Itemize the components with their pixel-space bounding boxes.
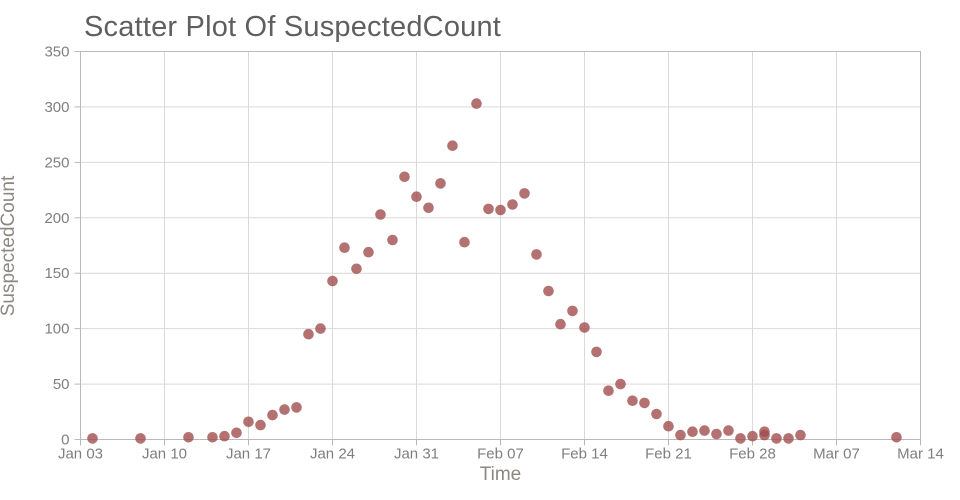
y-tick-label: 100 bbox=[44, 321, 69, 338]
x-tick-label: Feb 14 bbox=[561, 446, 608, 463]
data-point[interactable] bbox=[783, 433, 794, 444]
data-point[interactable] bbox=[579, 322, 590, 333]
data-point[interactable] bbox=[339, 242, 350, 253]
data-point[interactable] bbox=[519, 188, 530, 199]
data-point[interactable] bbox=[723, 425, 734, 436]
x-tick-label: Jan 10 bbox=[142, 446, 187, 463]
data-point[interactable] bbox=[651, 408, 662, 420]
data-point[interactable] bbox=[747, 430, 758, 442]
data-point[interactable] bbox=[531, 249, 542, 260]
data-point[interactable] bbox=[663, 420, 674, 432]
data-point[interactable] bbox=[471, 98, 482, 109]
data-point[interactable] bbox=[135, 433, 146, 444]
y-tick-label: 0 bbox=[61, 432, 69, 449]
data-point[interactable] bbox=[87, 433, 98, 444]
data-point[interactable] bbox=[243, 416, 254, 428]
data-point[interactable] bbox=[771, 433, 782, 444]
data-point[interactable] bbox=[279, 404, 290, 415]
y-tick-label: 50 bbox=[53, 376, 70, 393]
data-point[interactable] bbox=[507, 199, 518, 210]
data-point[interactable] bbox=[183, 432, 194, 443]
x-tick-label: Feb 28 bbox=[729, 446, 776, 463]
y-tick-label: 200 bbox=[44, 210, 69, 227]
x-tick-label: Mar 14 bbox=[897, 446, 944, 463]
data-point[interactable] bbox=[555, 318, 566, 330]
data-point[interactable] bbox=[267, 409, 278, 421]
x-tick-label: Jan 31 bbox=[394, 446, 439, 463]
data-point[interactable] bbox=[615, 378, 626, 390]
data-point[interactable] bbox=[315, 323, 326, 334]
data-point[interactable] bbox=[495, 204, 506, 216]
x-tick-label: Mar 07 bbox=[813, 446, 860, 463]
data-point[interactable] bbox=[699, 425, 710, 436]
x-tick-label: Feb 07 bbox=[477, 446, 524, 463]
data-point[interactable] bbox=[255, 419, 266, 431]
plot-border bbox=[80, 51, 921, 440]
data-point[interactable] bbox=[303, 328, 314, 340]
y-tick-label: 250 bbox=[44, 154, 69, 171]
y-axis-title: SuspectedCount bbox=[0, 175, 19, 317]
data-point[interactable] bbox=[567, 305, 578, 317]
data-point[interactable] bbox=[447, 140, 458, 151]
data-point[interactable] bbox=[375, 209, 386, 220]
data-point[interactable] bbox=[603, 385, 614, 397]
data-point[interactable] bbox=[891, 432, 902, 443]
data-point[interactable] bbox=[759, 429, 770, 441]
data-point[interactable] bbox=[435, 178, 446, 189]
x-tick-label: Jan 24 bbox=[310, 446, 355, 463]
data-point[interactable] bbox=[639, 397, 650, 409]
x-tick-label: Jan 03 bbox=[58, 446, 103, 463]
x-axis-title: Time bbox=[479, 464, 522, 485]
data-point[interactable] bbox=[351, 263, 362, 275]
x-tick-label: Jan 17 bbox=[226, 446, 271, 463]
data-point[interactable] bbox=[327, 275, 338, 287]
data-point[interactable] bbox=[231, 427, 242, 439]
data-point[interactable] bbox=[687, 426, 698, 438]
data-point[interactable] bbox=[459, 236, 470, 248]
data-point[interactable] bbox=[363, 246, 374, 258]
data-point[interactable] bbox=[543, 285, 554, 297]
data-point[interactable] bbox=[387, 234, 398, 246]
y-tick-label: 350 bbox=[44, 44, 69, 61]
data-point[interactable] bbox=[735, 433, 746, 444]
data-point[interactable] bbox=[795, 429, 806, 441]
data-point[interactable] bbox=[399, 171, 410, 183]
data-point[interactable] bbox=[423, 202, 434, 214]
data-point[interactable] bbox=[483, 203, 494, 215]
data-point[interactable] bbox=[591, 346, 602, 358]
x-tick-label: Feb 21 bbox=[645, 446, 692, 463]
chart-title: Scatter Plot Of SuspectedCount bbox=[84, 11, 502, 43]
y-tick-label: 300 bbox=[44, 99, 69, 116]
data-point[interactable] bbox=[627, 395, 638, 407]
data-point[interactable] bbox=[207, 432, 218, 443]
data-point[interactable] bbox=[711, 428, 722, 440]
data-point[interactable] bbox=[675, 429, 686, 441]
data-point[interactable] bbox=[291, 402, 302, 413]
data-point[interactable] bbox=[411, 191, 422, 202]
y-tick-label: 150 bbox=[44, 265, 69, 282]
data-point[interactable] bbox=[219, 430, 230, 442]
